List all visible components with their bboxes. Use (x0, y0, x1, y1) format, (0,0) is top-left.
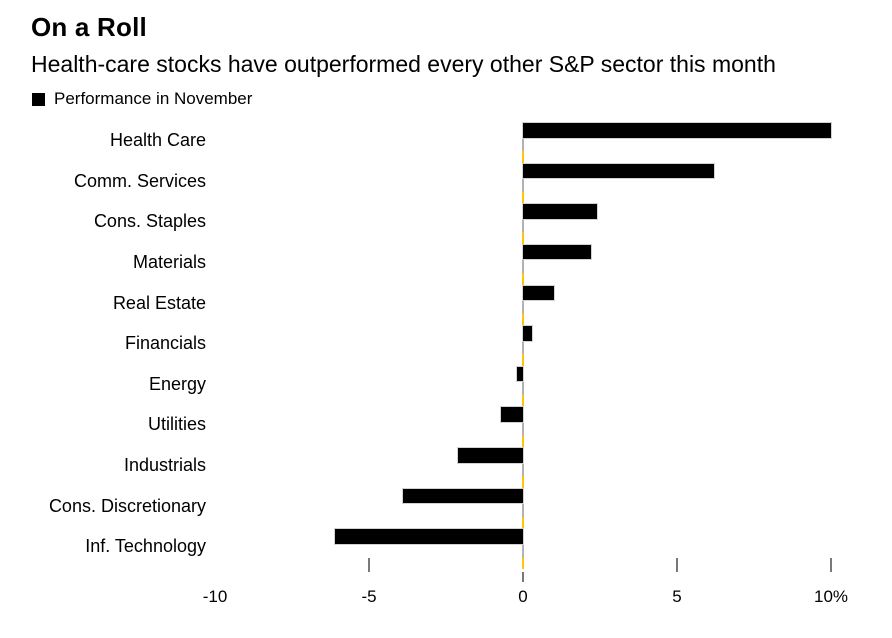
bar-financials (523, 326, 533, 341)
bar-comm-services (523, 163, 714, 179)
legend: Performance in November (32, 89, 253, 108)
chart-subtitle: Health-care stocks have outperformed eve… (31, 51, 776, 77)
x-axis-label-10: 10% (813, 587, 849, 606)
bar-inf-technology (335, 529, 523, 544)
category-label-inf-technology: Inf. Technology (85, 536, 206, 557)
category-label-utilities: Utilities (147, 414, 206, 435)
x-axis-label--5: -5 (361, 587, 377, 606)
category-label-cons-discretionary: Cons. Discretionary (48, 495, 206, 516)
category-label-cons-staples: Cons. Staples (93, 211, 206, 232)
category-label-real-estate: Real Estate (112, 292, 206, 313)
bar-utilities (501, 407, 523, 422)
x-tick-10 (830, 558, 832, 572)
x-tick-5 (676, 558, 678, 572)
category-label-energy: Energy (148, 373, 206, 394)
bar-cons-discretionary (402, 488, 523, 504)
x-axis-label-0: 0 (518, 587, 528, 606)
category-label-health-care: Health Care (109, 130, 206, 150)
category-label-materials: Materials (132, 251, 206, 272)
category-label-comm-services: Comm. Services (73, 170, 206, 191)
bar-materials (523, 244, 591, 260)
legend-swatch-icon (32, 92, 45, 106)
x-tick--5 (368, 558, 370, 572)
bar-cons-staples (523, 204, 597, 219)
x-axis-label--10: -10 (202, 587, 228, 606)
legend-label: Performance in November (54, 89, 253, 108)
category-label-financials: Financials (124, 333, 206, 354)
bar-energy (516, 366, 523, 382)
bar-industrials (458, 448, 523, 463)
x-axis-label-5: 5 (672, 587, 682, 606)
chart-title: On a Roll (31, 12, 147, 42)
bar-real-estate (523, 285, 554, 301)
x-tick-0 (522, 572, 524, 582)
zero-axis-line (521, 123, 525, 570)
bar-health-care (523, 123, 831, 138)
category-label-industrials: Industrials (123, 455, 206, 476)
